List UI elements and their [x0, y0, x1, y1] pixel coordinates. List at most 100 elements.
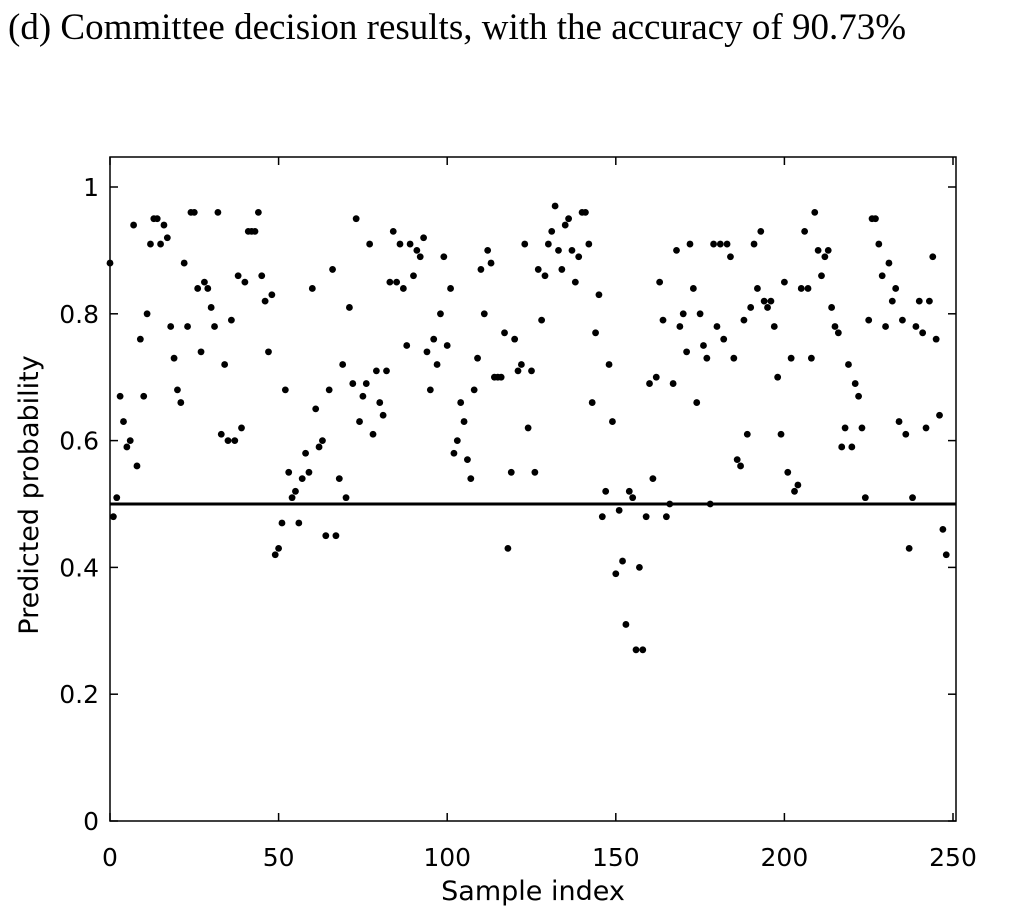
- data-point: [376, 399, 384, 406]
- data-point: [905, 544, 913, 552]
- data-point: [710, 240, 717, 248]
- data-point: [750, 240, 758, 248]
- data-point: [636, 564, 643, 571]
- data-point: [925, 297, 933, 305]
- data-point: [764, 304, 771, 311]
- data-point: [437, 310, 444, 318]
- x-tick-label: 250: [929, 843, 977, 872]
- data-point: [899, 316, 906, 324]
- data-point: [136, 335, 144, 343]
- data-point: [760, 297, 768, 305]
- data-point: [265, 348, 272, 356]
- data-point: [120, 418, 127, 425]
- data-point: [352, 215, 360, 223]
- data-point: [787, 354, 795, 362]
- data-point: [140, 392, 148, 400]
- data-point: [329, 266, 336, 273]
- data-point: [180, 259, 188, 267]
- data-point: [393, 278, 401, 286]
- data-point: [646, 380, 653, 387]
- data-point: [443, 342, 451, 349]
- data-point: [784, 468, 792, 476]
- data-point: [420, 234, 427, 242]
- x-tick-label: 100: [423, 843, 471, 872]
- data-point: [201, 278, 208, 286]
- data-point: [845, 361, 852, 368]
- data-point: [598, 513, 606, 521]
- data-point: [872, 215, 879, 223]
- data-point: [464, 456, 471, 464]
- data-point: [781, 278, 788, 286]
- data-point: [470, 386, 478, 394]
- data-point: [838, 443, 846, 451]
- data-point: [942, 551, 950, 559]
- data-point: [814, 247, 822, 254]
- data-point: [686, 240, 694, 248]
- data-point: [727, 253, 734, 261]
- y-tick-label: 0.2: [59, 680, 99, 709]
- data-point: [497, 373, 505, 381]
- data-point: [416, 253, 424, 261]
- data-point: [932, 335, 940, 343]
- data-point: [662, 513, 670, 521]
- data-point: [467, 475, 475, 483]
- data-point: [605, 361, 613, 368]
- data-point: [302, 449, 309, 457]
- data-point: [339, 361, 347, 368]
- data-point: [592, 329, 599, 337]
- data-point: [133, 462, 141, 470]
- data-point: [480, 310, 488, 318]
- data-point: [362, 380, 370, 387]
- data-point: [342, 494, 350, 502]
- data-point: [804, 285, 812, 292]
- data-point: [447, 285, 454, 292]
- data-point: [548, 227, 556, 235]
- data-point: [757, 227, 765, 235]
- plot-frame: [109, 156, 957, 822]
- data-point: [349, 380, 357, 387]
- data-point: [453, 437, 461, 444]
- data-point: [696, 310, 704, 318]
- data-point: [619, 557, 626, 565]
- data-point: [791, 487, 798, 495]
- data-point: [204, 285, 212, 292]
- data-point: [632, 646, 640, 654]
- data-point: [410, 272, 417, 280]
- data-point: [915, 297, 923, 305]
- data-point: [275, 544, 282, 552]
- data-point: [716, 240, 724, 248]
- data-point: [713, 323, 721, 330]
- data-point: [298, 475, 306, 483]
- data-point: [130, 221, 138, 229]
- figure-caption: (d) Committee decision results, with the…: [8, 7, 907, 48]
- data-point: [305, 468, 313, 476]
- data-point: [824, 247, 832, 254]
- data-point: [477, 266, 485, 273]
- x-axis-label: Sample index: [441, 876, 625, 907]
- y-tick-label: 0.4: [59, 553, 99, 582]
- data-point: [565, 215, 572, 223]
- data-point: [669, 380, 677, 387]
- data-point: [147, 240, 154, 248]
- data-point: [504, 544, 512, 552]
- data-point: [652, 373, 660, 381]
- data-point: [312, 405, 320, 413]
- data-point: [116, 392, 124, 400]
- data-point: [737, 462, 744, 470]
- data-point: [649, 475, 657, 483]
- data-point: [625, 487, 633, 495]
- data-point: [234, 272, 242, 280]
- data-point: [254, 208, 262, 216]
- data-point: [865, 316, 873, 324]
- data-point: [406, 240, 414, 248]
- data-point: [743, 430, 751, 438]
- data-point: [430, 335, 438, 343]
- data-point: [615, 506, 623, 514]
- data-point: [774, 373, 782, 381]
- data-point: [251, 227, 259, 235]
- data-point: [238, 424, 245, 432]
- data-point: [818, 272, 825, 280]
- data-point: [544, 240, 552, 248]
- data-point: [912, 323, 920, 330]
- data-point: [841, 424, 849, 432]
